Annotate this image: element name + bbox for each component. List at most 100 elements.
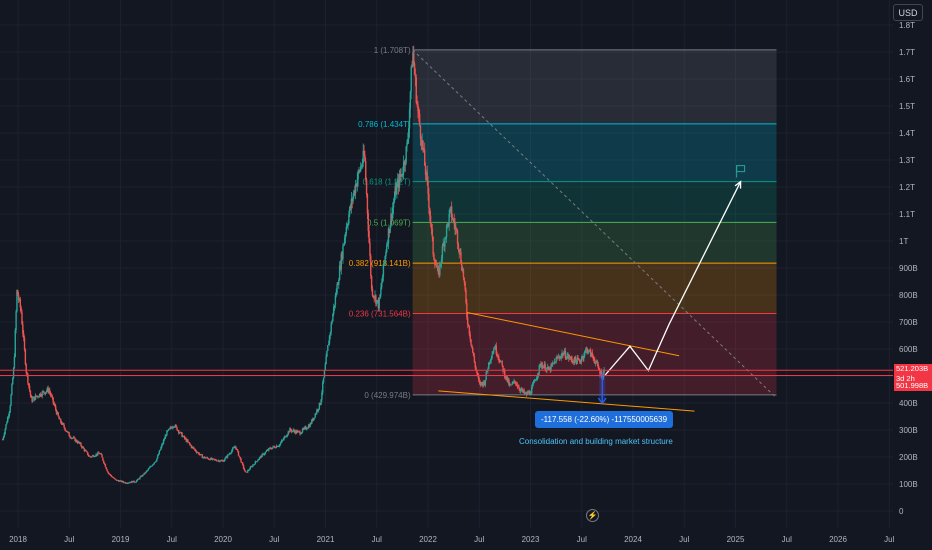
candle-body [554, 361, 556, 364]
candle-body [413, 52, 415, 64]
candle-body [292, 429, 294, 431]
candle-body [251, 466, 253, 468]
price-axis[interactable]: 1.8T 1.7T 1.6T 1.5T 1.4T 1.3T 1.2T 1.1T 1T 900B 80… [899, 21, 918, 516]
trendline[interactable] [438, 390, 695, 412]
time-tick-label: 2025 [727, 535, 745, 544]
lightning-icon[interactable]: ⚡ [586, 509, 599, 522]
candle-body [75, 439, 77, 442]
candle-body [81, 445, 83, 448]
candle-body [89, 456, 91, 458]
candle-body [128, 482, 130, 484]
candle-body [518, 386, 520, 390]
candle-body [253, 464, 256, 466]
candle-body [17, 295, 20, 300]
candle-body [557, 356, 560, 358]
candle-body [224, 458, 226, 461]
fib-level-label: 0.382 (918.141B) [349, 259, 411, 268]
candle-body [295, 430, 297, 434]
candle-body [230, 452, 232, 454]
candle-body [533, 380, 535, 383]
candle-body [60, 422, 63, 425]
candle-body [398, 174, 401, 188]
candle-body [131, 481, 134, 483]
candle-body [378, 298, 380, 309]
candle-body [322, 377, 325, 383]
candle-body [418, 114, 421, 126]
candle-body [30, 395, 32, 398]
candle-body [407, 139, 409, 143]
candle-body [475, 367, 477, 370]
candle-body [399, 174, 401, 177]
candle-body [264, 451, 267, 454]
candle-body [258, 458, 260, 461]
candle-body [393, 197, 396, 203]
candle-body [562, 353, 564, 356]
candle-body [546, 368, 548, 371]
candle-body [476, 369, 478, 374]
candle-body [330, 323, 332, 333]
candle-body [170, 427, 172, 429]
candle-body [552, 362, 554, 365]
candle-body [541, 365, 543, 367]
candle-body [418, 111, 420, 115]
candle-body [414, 74, 417, 78]
candle-body [247, 470, 249, 473]
candle-body [382, 263, 385, 277]
fib-level-label: 0 (429.974B) [364, 391, 411, 400]
candle-body [184, 438, 187, 440]
candle-body [132, 480, 134, 483]
drawing-overlays[interactable] [0, 165, 893, 412]
candle-body [385, 251, 387, 257]
candle-body [44, 392, 46, 394]
candle-body [161, 443, 164, 445]
candle-body [361, 163, 364, 167]
candle-body [384, 256, 386, 263]
candle-body [199, 454, 202, 455]
candle-body [470, 339, 472, 345]
candle-body [567, 354, 569, 357]
price-tick-label: 1.8T [899, 21, 915, 30]
measure-tool-label[interactable]: -117.558 (-22.60%) -117550005639 [535, 411, 674, 428]
candle-body [154, 461, 156, 463]
candle-body [38, 393, 41, 397]
candle-body [402, 161, 405, 174]
candle-body [386, 243, 389, 245]
candle-body [85, 450, 87, 452]
candle-body [201, 454, 203, 458]
candle-body [8, 412, 11, 416]
candle-body [199, 454, 201, 456]
candle-body [22, 324, 24, 334]
fibonacci-retracement[interactable]: 1 (1.708T) 0.786 (1.434T) 0.618 (1.22T) 0.5… [349, 46, 777, 400]
candle-body [456, 228, 458, 231]
candle-body [193, 447, 195, 450]
candle-body [28, 385, 31, 391]
currency-button[interactable]: USD [893, 4, 923, 21]
candle-body [92, 455, 95, 457]
candle-body [599, 370, 601, 375]
candle-body [441, 246, 444, 259]
candle-body [450, 206, 452, 209]
candle-body [6, 422, 8, 425]
candle-body [306, 428, 308, 430]
candle-body [178, 430, 180, 433]
measure-arrowhead [597, 397, 607, 404]
candle-body [42, 391, 44, 393]
price-tick-label: 1.7T [899, 48, 915, 57]
candle-body [281, 440, 284, 441]
candle-body [290, 428, 292, 431]
time-axis[interactable]: 2018 Jul 2019 Jul 2020 Jul 2021 Jul 2022 Jul 2023 J… [9, 535, 894, 544]
candle-body [167, 430, 169, 432]
candle-body [127, 482, 129, 484]
candle-body [348, 214, 350, 224]
candle-body [55, 406, 57, 410]
candle-body [513, 380, 515, 383]
trendline[interactable] [466, 312, 680, 357]
candle-body [456, 230, 459, 245]
candle-body [307, 425, 310, 429]
candle-body [284, 436, 286, 438]
candle-body [165, 435, 167, 437]
candle-body [157, 454, 160, 456]
candle-body [323, 370, 326, 378]
candle-body [38, 396, 40, 398]
